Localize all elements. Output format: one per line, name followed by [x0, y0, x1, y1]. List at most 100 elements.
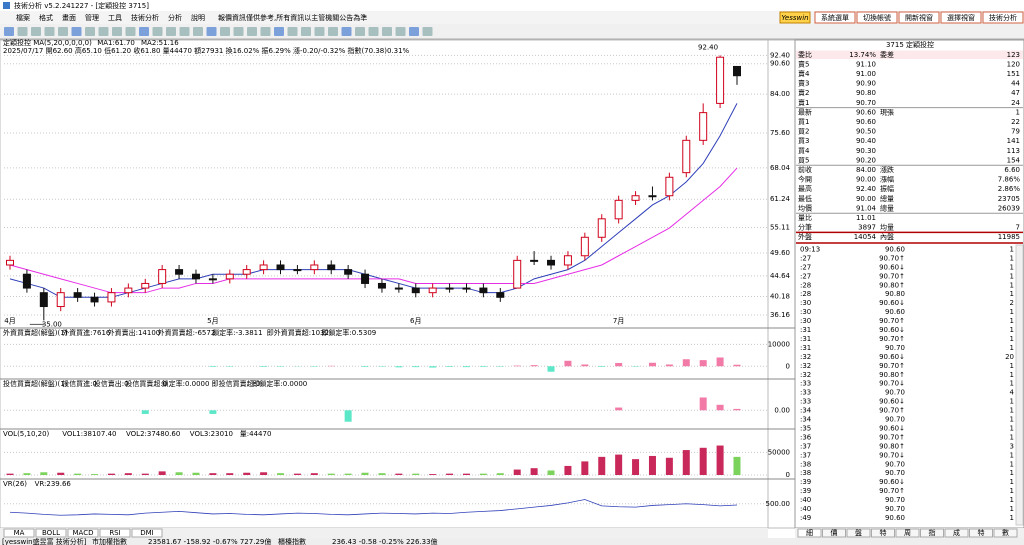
toolbar-icon[interactable]	[193, 27, 203, 36]
menu-button[interactable]	[982, 11, 1024, 24]
menu-item[interactable]: 技術分析	[131, 13, 159, 22]
side-tab-label[interactable]: 特	[880, 528, 887, 537]
toolbar-icon[interactable]	[382, 27, 392, 36]
toolbar-icon[interactable]	[301, 27, 311, 36]
menu-button[interactable]	[856, 11, 898, 24]
toolbar-icon[interactable]	[206, 27, 217, 36]
panel-legend: 外資買進:7616	[62, 328, 111, 337]
quote-value: 90.90	[856, 80, 876, 88]
panel-legend: 即鎖定率:0.5309	[321, 328, 376, 337]
indicator-tab[interactable]	[131, 528, 163, 538]
toolbar-icon[interactable]	[71, 27, 82, 36]
side-tab-label[interactable]: 特	[978, 528, 985, 537]
side-tab-label[interactable]: 指	[929, 528, 936, 537]
brand: Yesswin	[781, 14, 808, 22]
toolbar-icon[interactable]	[17, 27, 28, 36]
toolbar-icon[interactable]	[179, 27, 190, 36]
toolbar-icon[interactable]	[85, 27, 95, 36]
menu-item[interactable]: 格式	[39, 13, 53, 22]
toolbar-icon[interactable]	[355, 27, 365, 36]
toolbar-icon[interactable]	[125, 27, 136, 36]
side-tab-label[interactable]: 周	[904, 529, 911, 537]
indicator-tab[interactable]	[35, 528, 67, 538]
toolbar-icon[interactable]	[44, 27, 55, 36]
side-tab[interactable]	[969, 528, 993, 538]
menu-button[interactable]	[898, 11, 940, 24]
indicator-tab-label[interactable]: MACD	[73, 529, 94, 537]
quote-label: 委比	[798, 50, 812, 59]
toolbar-icon[interactable]	[98, 27, 109, 36]
toolbar-icon[interactable]	[287, 27, 298, 36]
toolbar-icon[interactable]	[233, 27, 244, 36]
quote-label: 買3	[798, 137, 809, 145]
menu-item[interactable]: 管理	[85, 13, 99, 22]
toolbar-icon[interactable]	[328, 27, 338, 36]
side-tab-label[interactable]: 價	[831, 528, 838, 537]
tick-price: 90.70↑	[879, 487, 905, 495]
side-tab-label[interactable]: 細	[806, 528, 813, 537]
toolbar-icon[interactable]	[368, 27, 379, 36]
side-tab[interactable]	[895, 528, 920, 538]
menu-button-label[interactable]: 切換帳號	[863, 13, 891, 22]
bar	[716, 357, 724, 367]
toolbar-icon[interactable]	[422, 27, 433, 36]
tick-volume: 1	[1010, 263, 1014, 271]
quote-title: 3715 定穎投控	[886, 40, 934, 49]
toolbar-icon[interactable]	[274, 27, 284, 36]
menu-button-label[interactable]: 選擇視窗	[947, 13, 975, 22]
menu-item[interactable]: 畫面	[62, 13, 76, 22]
indicator-tab[interactable]	[99, 528, 131, 538]
menu-button-label[interactable]: 系統選單	[821, 13, 849, 22]
tick-time: :31	[800, 326, 811, 334]
side-tab[interactable]	[822, 528, 846, 538]
toolbar-icon[interactable]	[395, 27, 406, 36]
candle-body	[496, 292, 505, 298]
quote-volume: 154	[1007, 156, 1021, 164]
side-tab[interactable]	[871, 528, 895, 538]
tick-volume: 1	[1010, 344, 1014, 352]
indicator-tab-label[interactable]: MA	[14, 529, 25, 537]
tick-time: :39	[800, 478, 811, 486]
tick-volume: 1	[1010, 308, 1014, 316]
toolbar-icon[interactable]	[58, 27, 68, 36]
menu-button-label[interactable]: 技術分析	[989, 13, 1017, 22]
toolbar-icon[interactable]	[139, 27, 149, 36]
side-tab-label[interactable]: 成	[953, 528, 960, 537]
toolbar-icon[interactable]	[4, 27, 14, 36]
toolbar-icon[interactable]	[112, 27, 122, 36]
tick-price: 90.70	[885, 460, 905, 468]
toolbar-icon[interactable]	[314, 27, 325, 36]
side-tab[interactable]	[993, 528, 1018, 538]
side-tab-label[interactable]: 數	[1002, 528, 1009, 537]
menu-button[interactable]	[814, 11, 856, 24]
indicator-tab-label[interactable]: DMI	[140, 529, 154, 537]
toolbar-icon[interactable]	[220, 27, 230, 36]
indicator-tab-label[interactable]: RSI	[109, 529, 120, 537]
side-tab[interactable]	[920, 528, 944, 538]
toolbar-icon[interactable]	[341, 27, 352, 36]
toolbar-icon[interactable]	[31, 27, 41, 36]
menu-item[interactable]: 分析	[168, 13, 182, 22]
side-tab[interactable]	[797, 528, 822, 538]
panel-legend: VOL(5,10,20)	[3, 430, 50, 438]
menu-button-label[interactable]: 開新視窗	[905, 13, 933, 22]
toolbar-icon[interactable]	[166, 27, 176, 36]
side-tab-label[interactable]: 盤	[855, 528, 862, 537]
toolbar-icon[interactable]	[260, 27, 271, 36]
candle-body	[462, 287, 471, 290]
menu-button[interactable]	[940, 11, 982, 24]
indicator-tab[interactable]	[3, 528, 35, 538]
menu-item[interactable]: 說明	[191, 13, 205, 22]
scrollbar[interactable]	[1015, 244, 1024, 526]
indicator-tab-label[interactable]: BOLL	[42, 529, 60, 537]
toolbar-icon[interactable]	[409, 27, 419, 36]
menu-item[interactable]: 檔案	[16, 13, 30, 22]
volume-bar	[479, 473, 487, 475]
bar	[412, 366, 420, 368]
menu-item[interactable]: 工具	[108, 14, 122, 22]
side-tab[interactable]	[846, 528, 871, 538]
side-tab[interactable]	[944, 528, 969, 538]
indicator-tab[interactable]	[67, 528, 99, 538]
toolbar-icon[interactable]	[152, 27, 163, 36]
toolbar-icon[interactable]	[247, 27, 257, 36]
